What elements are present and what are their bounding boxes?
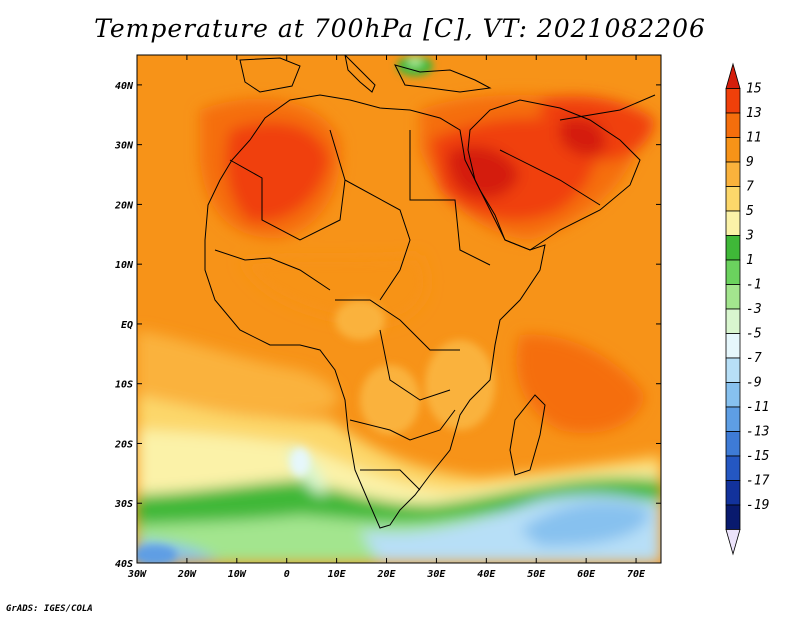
lat-tick-label: 40S bbox=[115, 559, 133, 570]
border bbox=[379, 329, 451, 401]
colorbar-triangle-top bbox=[725, 62, 741, 89]
arabia-coastline bbox=[467, 99, 641, 251]
border bbox=[360, 469, 421, 491]
colorbar-level-label: -5 bbox=[746, 327, 762, 342]
colorbar-level-label: 3 bbox=[745, 229, 754, 244]
border bbox=[409, 130, 491, 266]
colorbar-legend: 15 13 11 9 7 5 3 1 -1 -3 -5 -7 -9 -11 -13 -15 -17 -19 bbox=[725, 62, 770, 556]
border bbox=[335, 299, 460, 351]
colorbar-level-label: -19 bbox=[746, 498, 769, 513]
colorbar-level-label: -11 bbox=[746, 400, 769, 415]
greece-turkey-coastline bbox=[394, 64, 492, 93]
colorbar-swatch bbox=[725, 112, 741, 138]
colorbar-swatch bbox=[725, 406, 741, 432]
lat-tick-label: 20S bbox=[114, 439, 133, 450]
lon-tick-label: 20W bbox=[177, 569, 197, 580]
colorbar-swatch bbox=[725, 186, 741, 212]
lat-tick-label: 30S bbox=[114, 499, 133, 510]
colorbar-swatch bbox=[725, 333, 741, 359]
colorbar-level-label: 7 bbox=[746, 180, 754, 195]
lon-tick-label: 50E bbox=[527, 569, 546, 580]
colorbar-level-label: 1 bbox=[746, 253, 754, 268]
colorbar-swatch bbox=[725, 137, 741, 163]
colorbar-level-label: -7 bbox=[746, 351, 762, 366]
lat-tick-label: EQ bbox=[121, 320, 133, 331]
colorbar-level-label: 15 bbox=[746, 82, 762, 97]
longitude-axis: 30W 20W 10W 0 10E 20E 30E 40E 50E 60E 70E bbox=[127, 55, 646, 580]
colorbar-level-label: -3 bbox=[746, 302, 762, 317]
lat-tick-label: 40N bbox=[115, 81, 134, 92]
colorbar-swatch bbox=[725, 431, 741, 457]
iberia-coastline bbox=[239, 57, 301, 93]
lon-tick-label: 40E bbox=[477, 569, 496, 580]
lon-tick-label: 10E bbox=[328, 569, 347, 580]
colorbar-triangle-bottom bbox=[725, 529, 741, 556]
colorbar-swatch bbox=[725, 382, 741, 408]
colorbar-swatch bbox=[725, 357, 741, 383]
border bbox=[559, 94, 656, 121]
colorbar-swatch bbox=[725, 259, 741, 285]
lat-tick-label: 10S bbox=[115, 380, 133, 391]
border bbox=[499, 149, 601, 206]
colorbar-swatch bbox=[725, 161, 741, 187]
colorbar-swatch bbox=[725, 284, 741, 310]
colorbar-level-label: 9 bbox=[746, 155, 754, 170]
lat-tick-label: 10N bbox=[115, 260, 134, 271]
colorbar-level-label: 11 bbox=[746, 131, 762, 146]
temperature-field bbox=[137, 55, 661, 563]
lon-tick-label: 30W bbox=[127, 569, 147, 580]
lon-tick-label: 30E bbox=[426, 569, 446, 580]
lat-tick-label: 20N bbox=[114, 200, 134, 211]
colorbar-swatch bbox=[725, 210, 741, 236]
colorbar-swatch bbox=[725, 480, 741, 506]
colorbar-swatch bbox=[725, 308, 741, 334]
colorbar-level-label: -17 bbox=[746, 474, 770, 489]
lon-tick-label: 10W bbox=[228, 569, 247, 580]
italy-coastline bbox=[344, 55, 376, 93]
coastlines-and-borders bbox=[204, 55, 656, 529]
colorbar-level-label: 13 bbox=[746, 106, 762, 121]
lon-tick-label: 60E bbox=[577, 569, 596, 580]
border bbox=[349, 409, 456, 441]
border bbox=[344, 179, 411, 301]
grads-credit: GrADS: IGES/COLA bbox=[6, 604, 93, 614]
chart-title: Temperature at 700hPa [C], VT: 202108220… bbox=[94, 14, 706, 43]
latitude-axis: 40N 30N 20N 10N EQ 10S 20S 30S 40S bbox=[114, 81, 661, 570]
lon-tick-label: 70E bbox=[627, 569, 646, 580]
border bbox=[214, 249, 331, 291]
colorbar-swatch bbox=[725, 455, 741, 481]
africa-coastline bbox=[204, 94, 546, 529]
plot-frame bbox=[136, 54, 662, 564]
lon-tick-label: 0 bbox=[284, 569, 290, 580]
colorbar-level-label: 5 bbox=[746, 204, 754, 219]
colorbar-swatch bbox=[725, 88, 741, 114]
lon-tick-label: 20E bbox=[376, 569, 396, 580]
colorbar-level-label: -15 bbox=[746, 449, 770, 464]
colorbar-level-label: -1 bbox=[746, 278, 762, 293]
colorbar-level-label: -13 bbox=[746, 425, 769, 440]
colorbar-swatch bbox=[725, 235, 741, 261]
lat-tick-label: 30N bbox=[114, 141, 134, 152]
colorbar-swatch bbox=[725, 504, 741, 530]
madagascar-coastline bbox=[509, 394, 546, 476]
colorbar-level-label: -9 bbox=[746, 376, 762, 391]
